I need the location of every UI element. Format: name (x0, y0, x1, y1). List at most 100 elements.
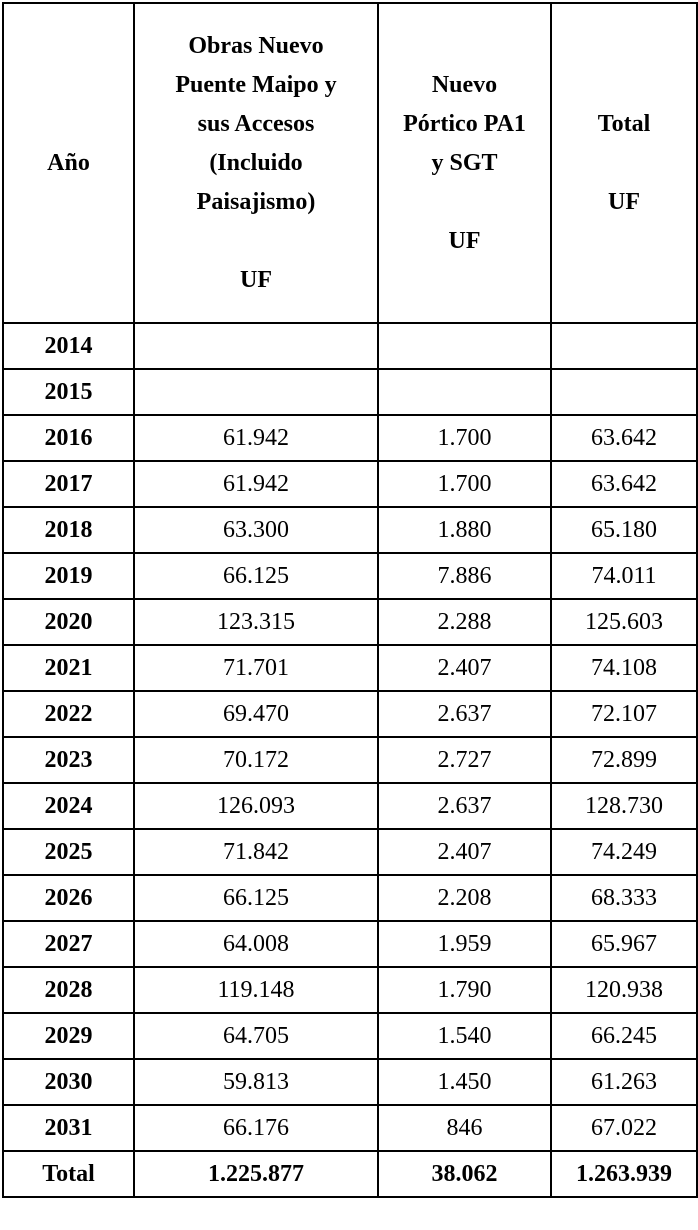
row-obras (133, 368, 379, 416)
row-total: 67.022 (550, 1104, 698, 1152)
row-total: 72.899 (550, 736, 698, 784)
table-row: 2029 64.705 1.540 66.245 (2, 1012, 698, 1060)
table-row: 2021 71.701 2.407 74.108 (2, 644, 698, 692)
header-obras: Obras Nuevo Puente Maipo y sus Accesos (… (133, 2, 379, 324)
row-total: 74.108 (550, 644, 698, 692)
row-portico: 2.407 (377, 644, 552, 692)
row-obras: 69.470 (133, 690, 379, 738)
row-obras (133, 322, 379, 370)
table-row: 2022 69.470 2.637 72.107 (2, 690, 698, 738)
row-total: 63.642 (550, 414, 698, 462)
row-year: 2020 (2, 598, 135, 646)
header-obras-line: (Incluido (209, 149, 303, 176)
row-obras: 66.125 (133, 874, 379, 922)
row-obras: 119.148 (133, 966, 379, 1014)
row-total: 72.107 (550, 690, 698, 738)
row-total: 63.642 (550, 460, 698, 508)
header-total: Total UF (550, 2, 698, 324)
row-portico (377, 322, 552, 370)
header-total-line: Total (597, 110, 651, 137)
row-total: 74.011 (550, 552, 698, 600)
table-row: 2017 61.942 1.700 63.642 (2, 460, 698, 508)
header-portico-unit: UF (448, 227, 481, 254)
header-spacer (136, 222, 376, 261)
row-total: 128.730 (550, 782, 698, 830)
row-portico: 1.700 (377, 414, 552, 462)
table-row: 2028 119.148 1.790 120.938 (2, 966, 698, 1014)
table-row: 2019 66.125 7.886 74.011 (2, 552, 698, 600)
header-year: Año (2, 2, 135, 324)
row-year: 2031 (2, 1104, 135, 1152)
table-row: 2027 64.008 1.959 65.967 (2, 920, 698, 968)
table-row: 2031 66.176 846 67.022 (2, 1104, 698, 1152)
row-year: 2025 (2, 828, 135, 876)
table-row: 2030 59.813 1.450 61.263 (2, 1058, 698, 1106)
header-total-unit: UF (608, 188, 640, 215)
table-row: 2023 70.172 2.727 72.899 (2, 736, 698, 784)
table-row: 2015 (2, 368, 698, 416)
row-obras: 63.300 (133, 506, 379, 554)
row-portico: 7.886 (377, 552, 552, 600)
row-year: 2021 (2, 644, 135, 692)
row-total: 61.263 (550, 1058, 698, 1106)
row-year: 2027 (2, 920, 135, 968)
row-year: 2026 (2, 874, 135, 922)
header-obras-line: Obras Nuevo (188, 32, 324, 59)
row-year: 2016 (2, 414, 135, 462)
row-portico: 2.637 (377, 782, 552, 830)
table-row: 2025 71.842 2.407 74.249 (2, 828, 698, 876)
header-row: Año Obras Nuevo Puente Maipo y sus Acces… (2, 2, 698, 324)
row-year: 2014 (2, 322, 135, 370)
header-portico: Nuevo Pórtico PA1 y SGT UF (377, 2, 552, 324)
row-portico: 2.637 (377, 690, 552, 738)
header-portico-line: y SGT (431, 149, 498, 176)
row-total: 65.967 (550, 920, 698, 968)
totals-obras: 1.225.877 (133, 1150, 379, 1198)
row-portico: 1.880 (377, 506, 552, 554)
totals-portico: 38.062 (377, 1150, 552, 1198)
row-year: 2015 (2, 368, 135, 416)
header-obras-line: Paisajismo) (196, 188, 316, 215)
row-total (550, 322, 698, 370)
row-portico: 2.407 (377, 828, 552, 876)
table-body: 2014 2015 2016 61.942 1.700 63.642 2017 61.942 1… (2, 322, 698, 1152)
row-portico (377, 368, 552, 416)
row-obras: 61.942 (133, 414, 379, 462)
totals-row: Total 1.225.877 38.062 1.263.939 (2, 1150, 698, 1198)
row-obras: 71.701 (133, 644, 379, 692)
row-portico: 2.727 (377, 736, 552, 784)
table-row: 2018 63.300 1.880 65.180 (2, 506, 698, 554)
investment-table: Año Obras Nuevo Puente Maipo y sus Acces… (2, 2, 698, 1198)
row-year: 2019 (2, 552, 135, 600)
row-total: 68.333 (550, 874, 698, 922)
row-year: 2030 (2, 1058, 135, 1106)
row-year: 2022 (2, 690, 135, 738)
row-total: 74.249 (550, 828, 698, 876)
row-portico: 2.208 (377, 874, 552, 922)
row-obras: 61.942 (133, 460, 379, 508)
table-row: 2020 123.315 2.288 125.603 (2, 598, 698, 646)
header-obras-unit: UF (240, 266, 272, 293)
row-obras: 64.008 (133, 920, 379, 968)
row-year: 2017 (2, 460, 135, 508)
row-obras: 59.813 (133, 1058, 379, 1106)
table-row: 2014 (2, 322, 698, 370)
header-portico-line: Pórtico PA1 (403, 110, 526, 137)
header-obras-line: Puente Maipo y (175, 71, 337, 98)
row-total: 125.603 (550, 598, 698, 646)
row-total: 65.180 (550, 506, 698, 554)
row-obras: 66.176 (133, 1104, 379, 1152)
row-year: 2024 (2, 782, 135, 830)
row-obras: 70.172 (133, 736, 379, 784)
table-row: 2016 61.942 1.700 63.642 (2, 414, 698, 462)
row-obras: 64.705 (133, 1012, 379, 1060)
header-spacer (553, 144, 695, 183)
row-total: 120.938 (550, 966, 698, 1014)
header-obras-line: sus Accesos (197, 110, 315, 137)
table-row: 2026 66.125 2.208 68.333 (2, 874, 698, 922)
row-portico: 1.700 (377, 460, 552, 508)
row-obras: 66.125 (133, 552, 379, 600)
row-portico: 1.959 (377, 920, 552, 968)
row-portico: 846 (377, 1104, 552, 1152)
row-total: 66.245 (550, 1012, 698, 1060)
